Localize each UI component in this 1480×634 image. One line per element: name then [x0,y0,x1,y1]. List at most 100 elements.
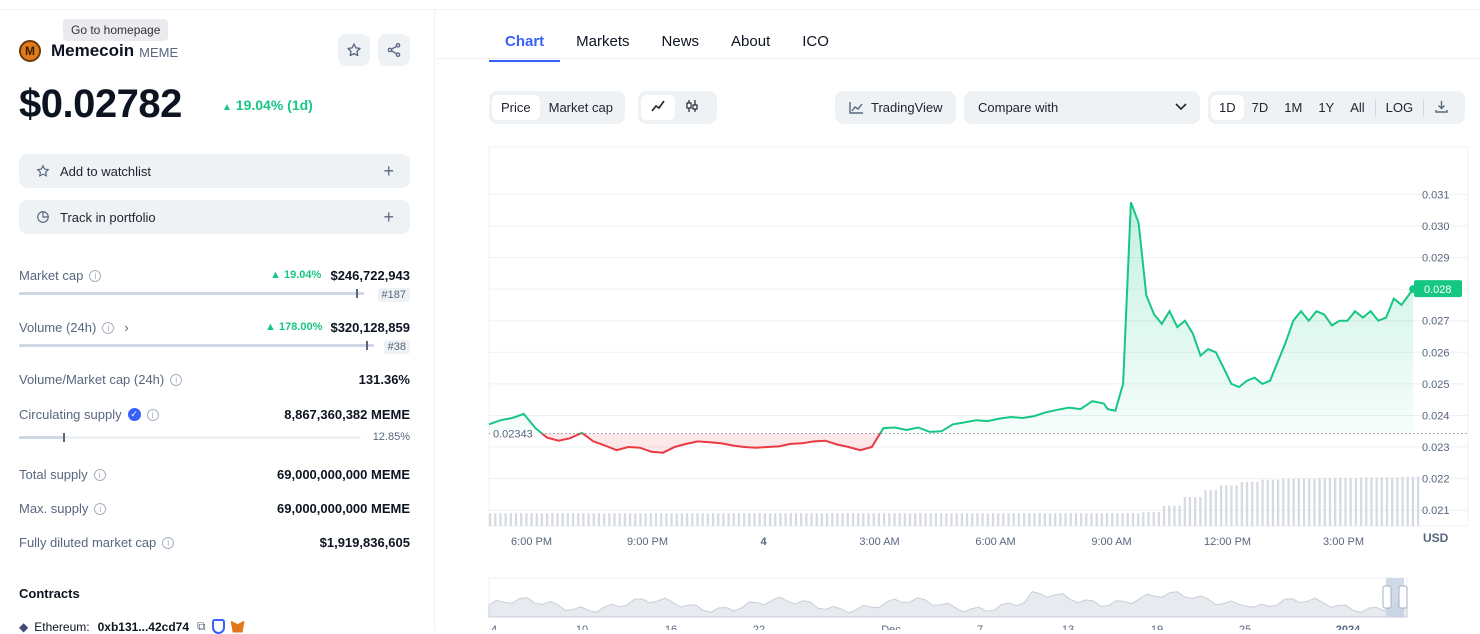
volume-bar [877,513,881,526]
volume-bar [1090,513,1093,526]
volume-bar [1230,485,1233,526]
shield-icon[interactable] [211,619,225,634]
info-icon[interactable]: i [94,502,107,515]
volume-bar [789,513,792,526]
volume-bar [1137,513,1140,526]
stat-value: $246,722,943 [330,268,410,283]
star-button[interactable] [338,34,370,66]
contract-row: ◆ Ethereum: 0xb131...42cd74 ⧉ [19,619,245,634]
info-icon[interactable]: i [146,408,159,421]
navigator-handle-left[interactable] [1382,585,1392,609]
volume-bar [525,513,528,526]
volume-bar [820,513,823,526]
candlestick-icon [686,100,698,112]
price-chart[interactable]: 0.031 0.030 0.029 0.028 0.027 0.026 0.025 0.024… [486,145,1476,630]
stat-label: Circulating supply ✓ i [19,407,159,422]
volume-bar [1344,477,1347,526]
x-tick-label: 3:00 AM [859,536,899,548]
volume-bar [1142,512,1145,526]
volume-bar [587,513,590,526]
contract-address[interactable]: 0xb131...42cd74 [97,619,189,634]
coin-header[interactable]: M Memecoin MEME [19,39,178,63]
add-to-watchlist-button[interactable]: Add to watchlist + [19,154,410,188]
log-scale-toggle[interactable]: LOG [1385,100,1414,115]
x-tick-label: 12:00 PM [1204,536,1251,548]
download-icon [1435,100,1448,113]
info-icon[interactable]: i [89,269,102,282]
portfolio-label: Track in portfolio [60,209,156,225]
volume-bar [1214,490,1218,526]
volume-bar [883,513,886,526]
info-icon[interactable]: i [93,468,106,481]
tab-news[interactable]: News [661,33,700,50]
volume-bar [1240,481,1243,526]
volume-bar [1069,513,1072,526]
volume-bar [514,513,518,526]
tab-about[interactable]: About [731,33,771,50]
price-area-up [489,202,1414,434]
stat-label: Fully diluted market cap i [19,535,175,550]
volume-bar [628,513,632,526]
volume-bar [670,513,673,526]
stat-market-cap: Market cap i ▲ 19.04% $246,722,943 #187 [19,268,410,304]
tradingview-button[interactable]: TradingView [835,91,956,124]
range-1m[interactable]: 1M [1284,100,1303,115]
volume-bar [986,513,989,526]
price-change: ▲ 19.04% (1d) [222,97,313,113]
main-panel: Chart Markets News About ICO Price Marke… [436,10,1480,630]
stat-value: 131.36% [358,372,410,387]
verified-check-icon: ✓ [127,408,141,421]
navigator-handle-right[interactable] [1398,585,1408,609]
volume-bar [971,513,974,526]
volume-bar [494,513,497,526]
volume-bar [1302,478,1306,526]
volume-bar [1054,513,1057,526]
info-icon[interactable]: i [162,536,175,549]
volume-bar [737,513,741,526]
candlestick-button[interactable] [675,94,709,121]
coin-sidebar: Go to homepage M Memecoin MEME $0.02782 … [0,10,435,634]
copy-icon[interactable]: ⧉ [197,619,206,633]
price-toggle[interactable]: Price [492,95,540,120]
volume-bar [1370,477,1373,526]
pie-chart-icon [37,211,49,223]
volume-bar [691,513,694,526]
metamask-fox-icon[interactable] [230,620,245,633]
volume-bar [1385,477,1389,526]
x-tick-label: 3:00 PM [1323,536,1364,548]
y-tick-label: 0.024 [1422,410,1450,422]
info-icon[interactable]: i [170,373,183,386]
y-tick-label: 0.022 [1422,474,1450,486]
line-chart-button[interactable] [641,95,675,120]
stat-label[interactable]: Volume (24h) i › [19,320,129,335]
price-line-up [488,201,1414,434]
volume-bar [1380,477,1383,526]
download-button[interactable] [1426,95,1457,121]
metric-toggle: Price Market cap [489,91,625,124]
range-all[interactable]: All [1350,100,1365,115]
volume-bar [706,513,709,526]
volume-bar [1002,513,1005,526]
volume-bar [1396,477,1399,526]
tab-markets[interactable]: Markets [576,33,630,50]
tab-chart[interactable]: Chart [489,31,561,62]
navigator-tick-label: 2024 [1336,624,1361,630]
volume-bar [686,513,689,526]
tab-ico[interactable]: ICO [802,33,829,50]
line-chart-icon [651,100,665,112]
top-divider [0,9,1480,10]
volume-bar [919,513,922,526]
track-portfolio-button[interactable]: Track in portfolio + [19,200,410,234]
watchlist-label: Add to watchlist [60,163,152,179]
range-1y[interactable]: 1Y [1318,100,1335,115]
share-button[interactable] [378,34,410,66]
price-change-value: 19.04% (1d) [235,97,313,113]
info-icon[interactable]: i [102,321,115,334]
y-tick-label: 0.026 [1422,347,1450,359]
range-1d[interactable]: 1D [1211,95,1244,120]
share-icon [387,43,401,57]
volume-bar [722,513,725,526]
range-7d[interactable]: 7D [1251,100,1269,115]
market-cap-toggle[interactable]: Market cap [548,100,613,115]
compare-with-select[interactable]: Compare with [964,91,1200,124]
